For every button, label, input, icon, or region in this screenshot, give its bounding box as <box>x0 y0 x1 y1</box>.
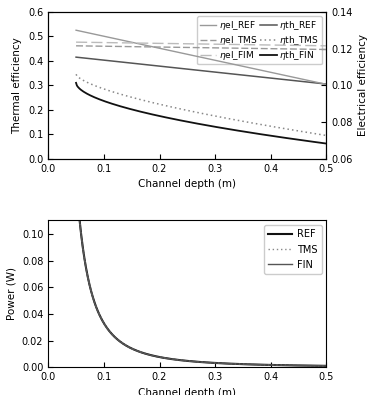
TMS <box>324 363 329 368</box>
REF <box>285 363 289 368</box>
Y-axis label: Thermal efficiency: Thermal efficiency <box>13 37 22 134</box>
FIN <box>223 361 227 366</box>
REF <box>74 176 78 181</box>
X-axis label: Channel depth (m): Channel depth (m) <box>138 179 236 189</box>
Legend: REF, TMS, FIN: REF, TMS, FIN <box>264 225 322 274</box>
TMS <box>74 176 78 181</box>
REF <box>301 363 305 368</box>
REF <box>324 363 329 368</box>
X-axis label: Channel depth (m): Channel depth (m) <box>138 388 236 395</box>
Y-axis label: Power (W): Power (W) <box>6 267 16 320</box>
Y-axis label: Electrical efficiency: Electrical efficiency <box>358 34 368 136</box>
FIN <box>301 363 305 368</box>
REF <box>227 361 232 366</box>
FIN <box>74 177 78 181</box>
TMS <box>222 361 227 366</box>
FIN <box>222 361 227 366</box>
TMS <box>301 363 305 368</box>
Line: FIN: FIN <box>76 179 326 366</box>
FIN <box>285 363 289 368</box>
FIN <box>75 188 79 193</box>
FIN <box>324 363 329 368</box>
TMS <box>285 363 289 368</box>
TMS <box>227 361 232 366</box>
REF <box>75 187 79 192</box>
Legend: $\eta$el_REF, $\eta$el_TMS, $\eta$el_FIM, $\eta$th_REF, $\eta$th_TMS, $\eta$th_F: $\eta$el_REF, $\eta$el_TMS, $\eta$el_FIM… <box>197 16 322 64</box>
FIN <box>227 361 232 366</box>
Line: TMS: TMS <box>76 178 326 366</box>
Line: REF: REF <box>76 178 326 366</box>
REF <box>223 361 227 366</box>
TMS <box>75 187 79 192</box>
REF <box>222 361 227 366</box>
TMS <box>223 361 227 366</box>
